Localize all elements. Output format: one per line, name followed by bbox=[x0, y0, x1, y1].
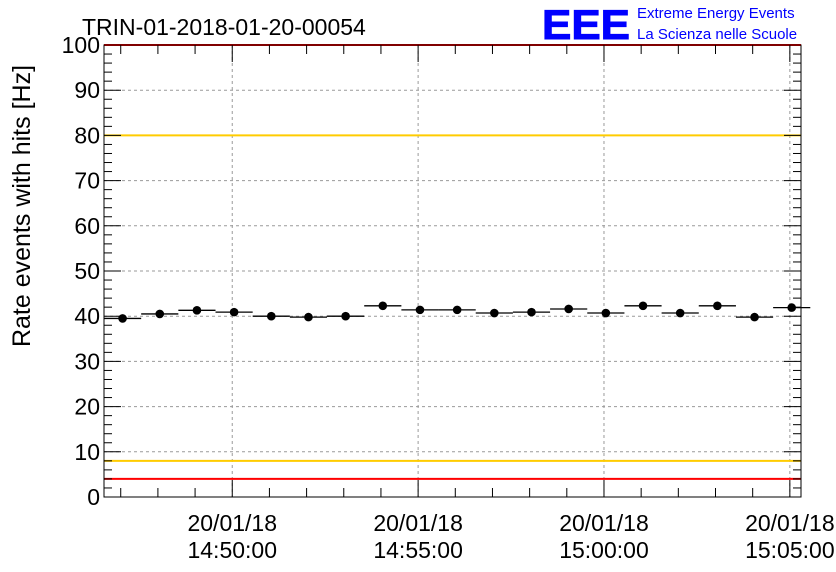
x-tick-date: 20/01/18 bbox=[745, 510, 835, 536]
x-tick-date: 20/01/18 bbox=[373, 510, 463, 536]
data-point bbox=[675, 308, 685, 318]
reference-lines bbox=[104, 44, 801, 480]
data-point bbox=[229, 307, 239, 317]
data-point bbox=[564, 304, 573, 314]
data-point bbox=[713, 301, 722, 311]
plot-frame bbox=[103, 44, 802, 498]
data-point bbox=[638, 301, 648, 311]
x-tick-time: 15:00:00 bbox=[559, 537, 649, 563]
y-tick-label: 30 bbox=[74, 348, 100, 374]
data-point bbox=[415, 305, 425, 315]
data-point bbox=[452, 305, 462, 315]
y-tick-label: 20 bbox=[74, 394, 100, 420]
data-point bbox=[341, 311, 350, 321]
x-tick-date: 20/01/18 bbox=[559, 510, 649, 536]
data-point bbox=[192, 306, 202, 315]
data-points bbox=[104, 301, 811, 323]
y-tick-label: 90 bbox=[74, 77, 100, 103]
data-point bbox=[378, 301, 388, 311]
data-point bbox=[601, 308, 611, 318]
data-point bbox=[527, 307, 536, 317]
axis-labels: 010203040506070809010020/01/1814:50:0020… bbox=[62, 32, 835, 563]
eee-logo: EEE Extreme Energy Events La Scienza nel… bbox=[542, 1, 798, 49]
x-tick-time: 14:55:00 bbox=[373, 537, 463, 563]
eee-logo-line2: La Scienza nelle Scuole bbox=[637, 26, 797, 43]
eee-logo-mark: EEE bbox=[542, 1, 630, 48]
data-point bbox=[118, 314, 127, 323]
y-tick-label: 60 bbox=[74, 213, 100, 239]
data-point bbox=[155, 309, 165, 319]
y-tick-label: 10 bbox=[74, 439, 100, 465]
x-tick-date: 20/01/18 bbox=[187, 510, 277, 536]
y-tick-label: 70 bbox=[74, 168, 100, 194]
y-tick-label: 0 bbox=[87, 484, 100, 510]
y-tick-label: 40 bbox=[74, 303, 100, 329]
data-point bbox=[266, 311, 276, 321]
data-point bbox=[304, 312, 313, 322]
data-point bbox=[787, 303, 797, 312]
grid bbox=[104, 45, 801, 497]
y-tick-label: 100 bbox=[62, 32, 100, 58]
y-tick-label: 80 bbox=[74, 122, 100, 148]
data-point bbox=[490, 308, 499, 318]
x-tick-time: 14:50:00 bbox=[187, 537, 277, 563]
data-point bbox=[750, 312, 759, 322]
y-tick-label: 50 bbox=[74, 258, 100, 284]
eee-logo-line1: Extreme Energy Events bbox=[637, 5, 795, 22]
x-tick-time: 15:05:00 bbox=[745, 537, 835, 563]
chart-title: TRIN-01-2018-01-20-00054 bbox=[82, 14, 366, 40]
y-axis-label: Rate events with hits [Hz] bbox=[8, 65, 36, 347]
